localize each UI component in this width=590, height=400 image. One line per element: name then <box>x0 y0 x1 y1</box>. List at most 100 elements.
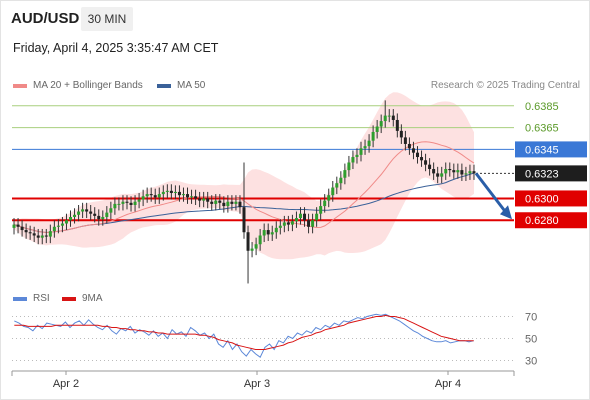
candle-body <box>121 201 125 204</box>
level-label-0.6345: 0.6345 <box>525 144 559 156</box>
candle-body <box>343 170 347 178</box>
candle-body <box>52 226 56 232</box>
ma9-line <box>14 314 474 350</box>
candle-body <box>194 196 198 199</box>
candle-body <box>464 173 468 175</box>
candle-body <box>335 183 339 188</box>
candle-body <box>69 216 73 221</box>
candle-body <box>190 196 194 198</box>
candle-body <box>133 201 137 205</box>
candle-body <box>399 130 403 138</box>
candle-body <box>202 198 206 201</box>
candle-body <box>157 194 161 198</box>
rsi-swatch <box>13 296 27 301</box>
candle-body <box>186 194 190 198</box>
candle-body <box>40 235 44 238</box>
candle-body <box>218 200 222 203</box>
projection-arrow-shaft <box>474 172 507 213</box>
candle-body <box>359 148 363 155</box>
candle-body <box>387 115 391 117</box>
legend-ma20: MA 20 + Bollinger Bands <box>13 80 143 91</box>
candle-body <box>169 190 173 193</box>
legend-ma50-label: MA 50 <box>177 80 206 91</box>
projection-arrow-head <box>500 205 512 220</box>
candle-body <box>440 173 444 177</box>
candle-body <box>452 170 456 173</box>
level-label-0.6300: 0.6300 <box>525 193 559 205</box>
candle-body <box>177 191 181 196</box>
candle-body <box>145 194 149 197</box>
candle-body <box>234 201 238 204</box>
candle-body <box>210 201 214 204</box>
rsi-tick-70: 70 <box>525 312 537 324</box>
candle-body <box>113 203 117 209</box>
candle-body <box>198 198 202 201</box>
candle-body <box>101 216 105 220</box>
candle-body <box>282 222 286 226</box>
candle-body <box>468 171 472 174</box>
ma20-swatch <box>13 83 27 88</box>
candle-body <box>331 187 335 196</box>
candle-body <box>315 213 319 221</box>
candle-body <box>141 196 145 200</box>
candle-body <box>424 160 428 165</box>
candle-body <box>355 154 359 158</box>
bollinger-band <box>14 92 474 260</box>
level-tag-0.6345 <box>515 141 587 158</box>
candle-body <box>371 131 375 141</box>
candle-body <box>432 169 436 174</box>
candle-body <box>460 170 464 175</box>
datetime-label: Friday, April 4, 2025 3:35:47 AM CET <box>13 41 219 55</box>
symbol-title: AUD/USD <box>11 10 80 27</box>
candle-body <box>383 115 387 122</box>
candle-body <box>206 198 210 202</box>
candle-body <box>327 195 331 201</box>
candle-body <box>117 203 121 205</box>
candle-body <box>395 119 399 131</box>
candle-body <box>36 235 40 238</box>
current-price-label: 0.6323 <box>525 168 559 180</box>
legend-ma9: 9MA <box>62 293 103 304</box>
timeframe-button[interactable]: 30 MIN <box>81 7 133 31</box>
candle-body <box>12 224 16 228</box>
candle-body <box>73 214 77 217</box>
candle-body <box>129 202 133 205</box>
candle-body <box>125 201 129 203</box>
candle-body <box>105 212 109 217</box>
candle-body <box>109 208 113 213</box>
candle-body <box>428 164 432 170</box>
candle-body <box>24 230 28 233</box>
candle-body <box>173 191 177 193</box>
legend-ma9-label: 9MA <box>82 293 103 304</box>
candle-body <box>319 206 323 214</box>
legend-ma20-label: MA 20 + Bollinger Bands <box>33 80 143 91</box>
candles <box>12 100 476 284</box>
candle-body <box>97 215 101 220</box>
candle-body <box>214 200 218 204</box>
candle-body <box>311 220 315 227</box>
candle-body <box>403 137 407 144</box>
candle-body <box>258 235 262 245</box>
candle-body <box>286 222 290 225</box>
current-price-tag <box>515 165 587 182</box>
rsi-tick-30: 30 <box>525 356 537 368</box>
ma9-swatch <box>62 296 76 301</box>
x-tick-label-0: Apr 2 <box>53 378 79 390</box>
level-label-0.6365: 0.6365 <box>525 123 559 135</box>
candle-body <box>391 115 395 120</box>
candle-body <box>407 143 411 149</box>
candle-body <box>307 220 311 227</box>
candle-body <box>375 126 379 132</box>
candle-body <box>379 121 383 127</box>
candle-body <box>415 152 419 158</box>
candle-body <box>238 201 242 208</box>
candle-body <box>77 211 81 215</box>
legend-ma50: MA 50 <box>157 80 205 91</box>
candle-body <box>153 195 157 198</box>
candle-body <box>32 233 36 236</box>
candle-body <box>246 232 250 251</box>
candle-body <box>48 231 52 237</box>
legend-rsi: RSI <box>13 293 50 304</box>
candle-body <box>411 148 415 153</box>
